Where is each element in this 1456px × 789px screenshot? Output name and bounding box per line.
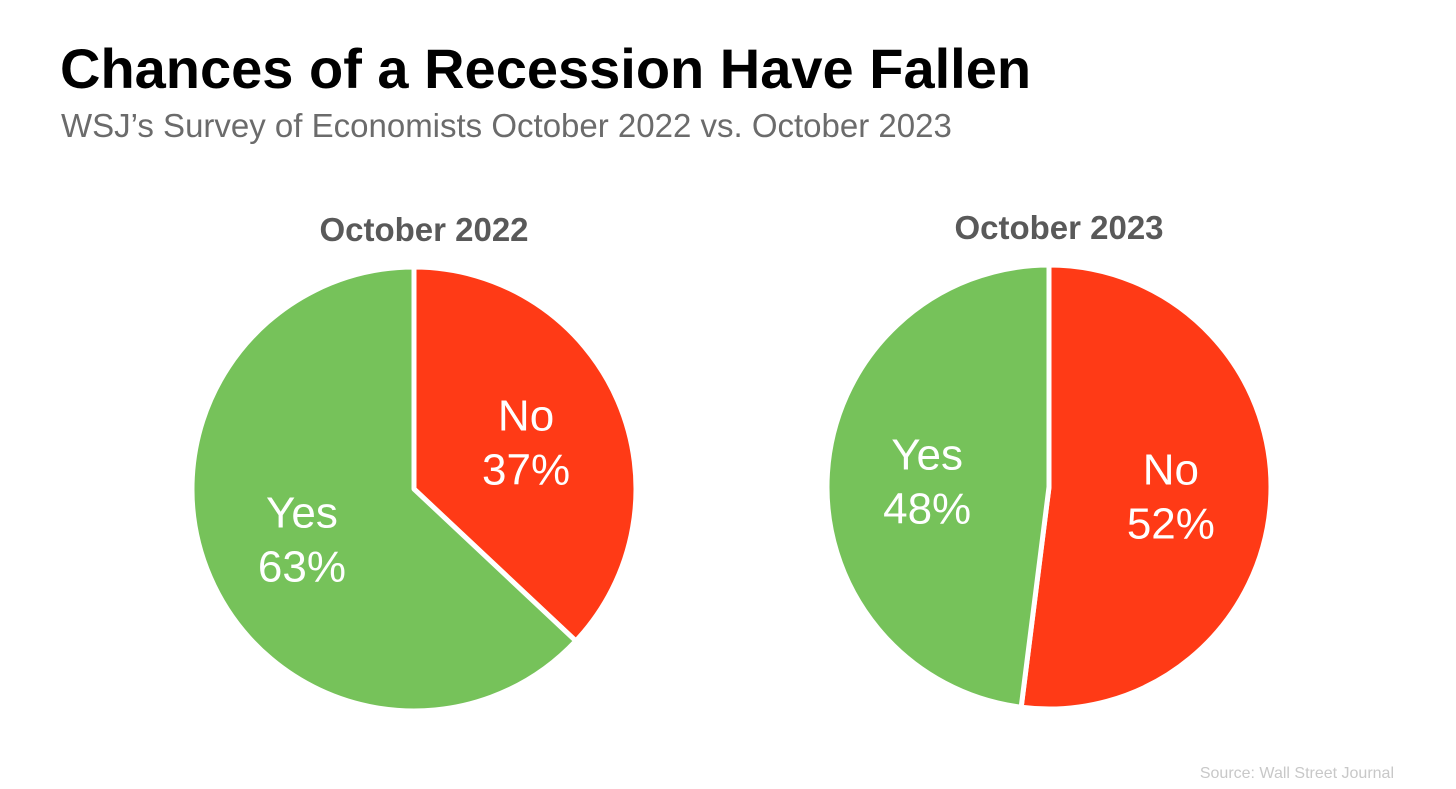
slice-value-label: 37% [482, 446, 570, 495]
pie-slice-yes [824, 262, 1052, 710]
source-note: Source: Wall Street Journal [1199, 765, 1394, 782]
pie-chart-1: October 2022 No 37% Yes 63% [189, 211, 639, 714]
pie-chart-2: October 2023 No 52% Yes 48% [824, 209, 1274, 712]
slice-category-label: No [1143, 446, 1199, 495]
pie-slice-yes [189, 264, 579, 714]
pie-title: October 2023 [954, 209, 1163, 246]
chart-title: Chances of a Recession Have Fallen [60, 37, 1032, 100]
slice-category-label: Yes [266, 488, 338, 537]
slice-value-label: 63% [258, 542, 346, 591]
slice-value-label: 48% [883, 484, 971, 533]
chart-subtitle: WSJ’s Survey of Economists October 2022 … [61, 107, 952, 144]
slice-value-label: 52% [1127, 500, 1215, 549]
pie-title: October 2022 [319, 211, 528, 248]
slice-category-label: No [498, 392, 554, 441]
slice-category-label: Yes [891, 430, 963, 479]
pie-slice-no [1018, 262, 1274, 712]
pie-slice-no [411, 264, 639, 644]
